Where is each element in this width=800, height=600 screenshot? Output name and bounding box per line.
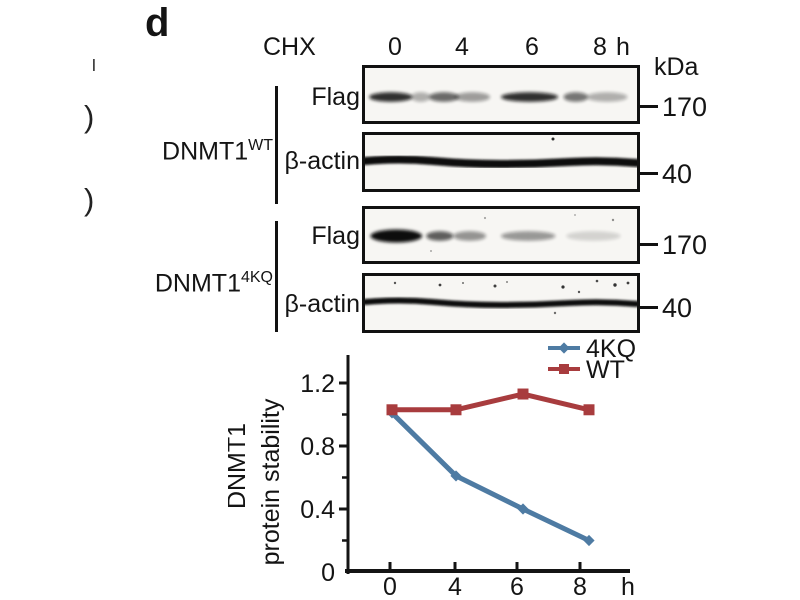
blot-bands-4kq-flag [370, 214, 621, 252]
hours-unit-label: h [616, 33, 630, 61]
svg-text:0: 0 [383, 573, 397, 600]
edge-artifact-bottom: ) [84, 182, 95, 217]
chx-label: CHX [263, 33, 316, 61]
antibody-label-wt-flag: Flag [311, 83, 360, 111]
edge-artifact-middle: ) [84, 99, 95, 134]
lane-label-6h: 6 [525, 33, 539, 61]
group-label-sup: WT [248, 137, 273, 154]
kda-tick-40-4kq [640, 306, 658, 309]
group-bracket-4kq [275, 221, 278, 332]
kda-unit-label: kDa [654, 53, 699, 81]
svg-text:1.2: 1.2 [300, 370, 335, 398]
kda-tick-40-wt [640, 172, 658, 175]
group-label-dnmt1-4kq: DNMT14KQ [155, 270, 273, 296]
kda-value-170-wt: 170 [662, 92, 708, 122]
kda-value-40-4kq: 40 [662, 293, 693, 323]
blot-4kq-actin [362, 273, 640, 333]
lane-label-0h: 0 [388, 33, 402, 61]
group-label-dnmt1-wt: DNMT1WT [162, 138, 273, 164]
svg-text:h: h [621, 573, 635, 600]
blot-wt-actin [361, 132, 641, 192]
antibody-label-wt-actin: β-actin [284, 147, 360, 175]
blot-bands-wt-flag [369, 92, 628, 102]
svg-text:4: 4 [448, 573, 462, 600]
svg-text:0.8: 0.8 [300, 433, 335, 461]
svg-text:protein stability: protein stability [257, 398, 285, 565]
lane-label-4h: 4 [455, 33, 469, 61]
panel-letter: d [145, 1, 170, 45]
group-label-base: DNMT1 [162, 137, 249, 166]
svg-text:DNMT1: DNMT1 [228, 423, 251, 509]
antibody-label-4kq-flag: Flag [311, 222, 360, 250]
svg-text:WT: WT [586, 356, 625, 384]
svg-text:8: 8 [573, 573, 587, 600]
svg-text:0: 0 [321, 559, 335, 587]
blot-bands-4kq-actin [362, 279, 640, 315]
kda-value-170-4kq: 170 [662, 230, 708, 260]
svg-text:6: 6 [510, 573, 524, 600]
antibody-label-4kq-actin: β-actin [284, 290, 360, 318]
blot-bands-wt-actin [361, 137, 641, 169]
svg-text:0.4: 0.4 [300, 496, 335, 524]
blot-wt-flag [362, 65, 640, 124]
kda-tick-170-4kq [640, 243, 658, 246]
kda-value-40-wt: 40 [662, 159, 693, 189]
group-label-base: DNMT1 [154, 269, 241, 298]
kda-tick-170-wt [640, 105, 658, 108]
group-label-sup: 4KQ [240, 269, 273, 286]
blot-4kq-flag [362, 206, 640, 264]
lane-label-8h: 8 [593, 33, 607, 61]
edge-artifact-top: l [92, 56, 96, 75]
stability-chart: 0 0.4 0.8 1.2 0 4 6 8 h DNMT1 protein stability 4KQ… [228, 336, 636, 600]
group-bracket-wt [275, 86, 278, 204]
svg-text:4KQ: 4KQ [586, 336, 636, 363]
